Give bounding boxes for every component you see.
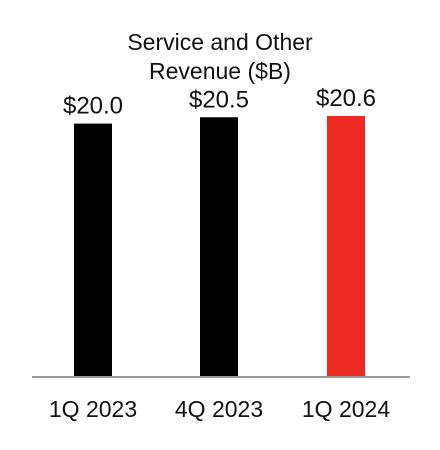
bar-1q-2024 — [327, 116, 365, 377]
value-label: $20.5 — [189, 86, 249, 113]
chart-title-line-2: Revenue ($B) — [149, 58, 291, 84]
category-label: 4Q 2023 — [175, 396, 263, 422]
bar-1q-2023 — [74, 123, 112, 377]
bar-4q-2023 — [200, 117, 238, 377]
chart-title-line-1: Service and Other — [127, 29, 313, 55]
category-label: 1Q 2023 — [49, 396, 137, 422]
category-label: 1Q 2024 — [302, 396, 390, 422]
bars-group: $20.0 1Q 2023 $20.5 4Q 2023 $20.6 1Q 2024 — [49, 85, 390, 422]
value-label: $20.6 — [316, 85, 376, 112]
value-label: $20.0 — [63, 93, 123, 120]
